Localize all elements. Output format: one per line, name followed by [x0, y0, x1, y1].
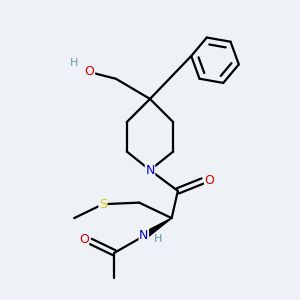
Text: N: N — [139, 229, 148, 242]
Polygon shape — [144, 218, 172, 238]
Text: N: N — [145, 164, 155, 177]
Text: H: H — [154, 234, 163, 244]
Text: O: O — [79, 233, 89, 246]
Text: O: O — [85, 65, 94, 79]
Text: O: O — [205, 175, 214, 188]
Text: S: S — [99, 198, 107, 211]
Text: H: H — [70, 58, 78, 68]
